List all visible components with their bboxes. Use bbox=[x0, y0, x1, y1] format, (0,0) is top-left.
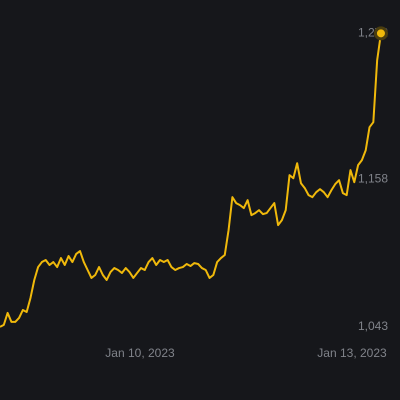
x-tick-label: Jan 13, 2023 bbox=[317, 346, 387, 360]
y-tick-label: 1,043 bbox=[358, 319, 388, 333]
price-line bbox=[0, 33, 382, 328]
last-point bbox=[373, 26, 388, 41]
x-tick-label: Jan 10, 2023 bbox=[105, 346, 175, 360]
y-tick-label: 1,158 bbox=[358, 172, 388, 186]
